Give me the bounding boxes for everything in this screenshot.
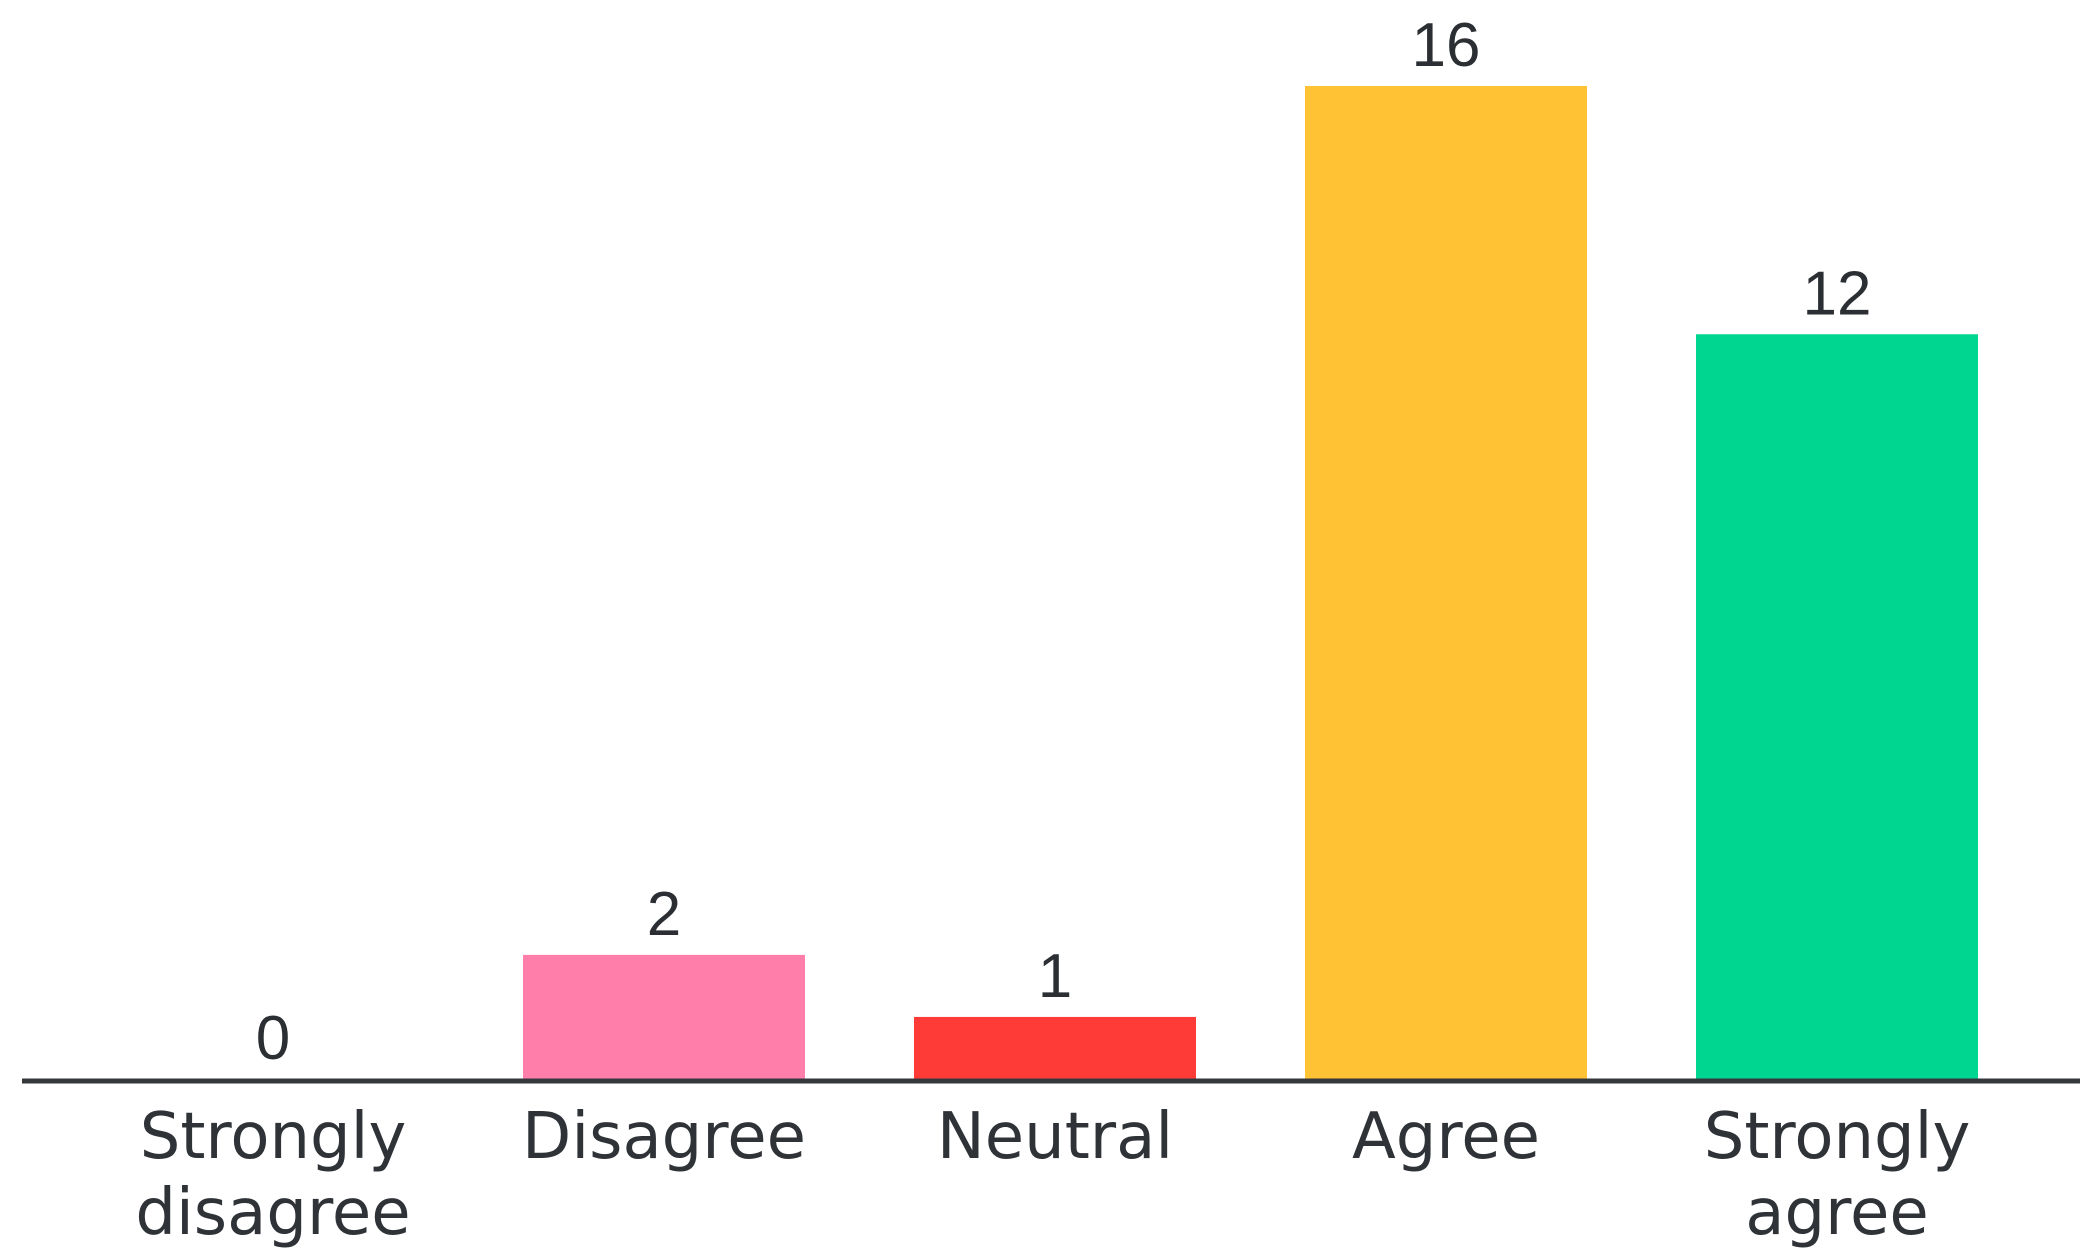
category-label-neutral: Neutral (937, 1100, 1173, 1174)
category-label-disagree: Disagree (522, 1100, 806, 1174)
category-label-strongly-disagree: Strongly disagree (135, 1100, 410, 1250)
category-label-line: disagree (135, 1176, 410, 1250)
value-label-neutral: 1 (1038, 942, 1072, 1011)
bar-neutral (914, 1016, 1196, 1079)
value-label-disagree: 2 (647, 880, 681, 949)
category-label-strongly-agree: Strongly agree (1704, 1100, 1971, 1250)
bars-group (523, 86, 1978, 1079)
category-label-line: Neutral (937, 1100, 1173, 1174)
category-label-line: agree (1745, 1176, 1929, 1250)
category-label-line: Agree (1352, 1100, 1540, 1174)
category-label-line: Strongly (140, 1100, 407, 1174)
category-label-line: Disagree (522, 1100, 806, 1174)
value-labels-group: 0 2 1 16 12 (256, 11, 1872, 1073)
value-label-strongly-agree: 12 (1803, 259, 1872, 328)
category-label-agree: Agree (1352, 1100, 1540, 1174)
value-label-strongly-disagree: 0 (256, 1004, 290, 1073)
value-label-agree: 16 (1412, 11, 1481, 80)
bar-strongly-agree (1696, 334, 1978, 1079)
bar-disagree (523, 954, 805, 1079)
bar-agree (1305, 86, 1587, 1079)
category-label-line: Strongly (1704, 1100, 1971, 1174)
